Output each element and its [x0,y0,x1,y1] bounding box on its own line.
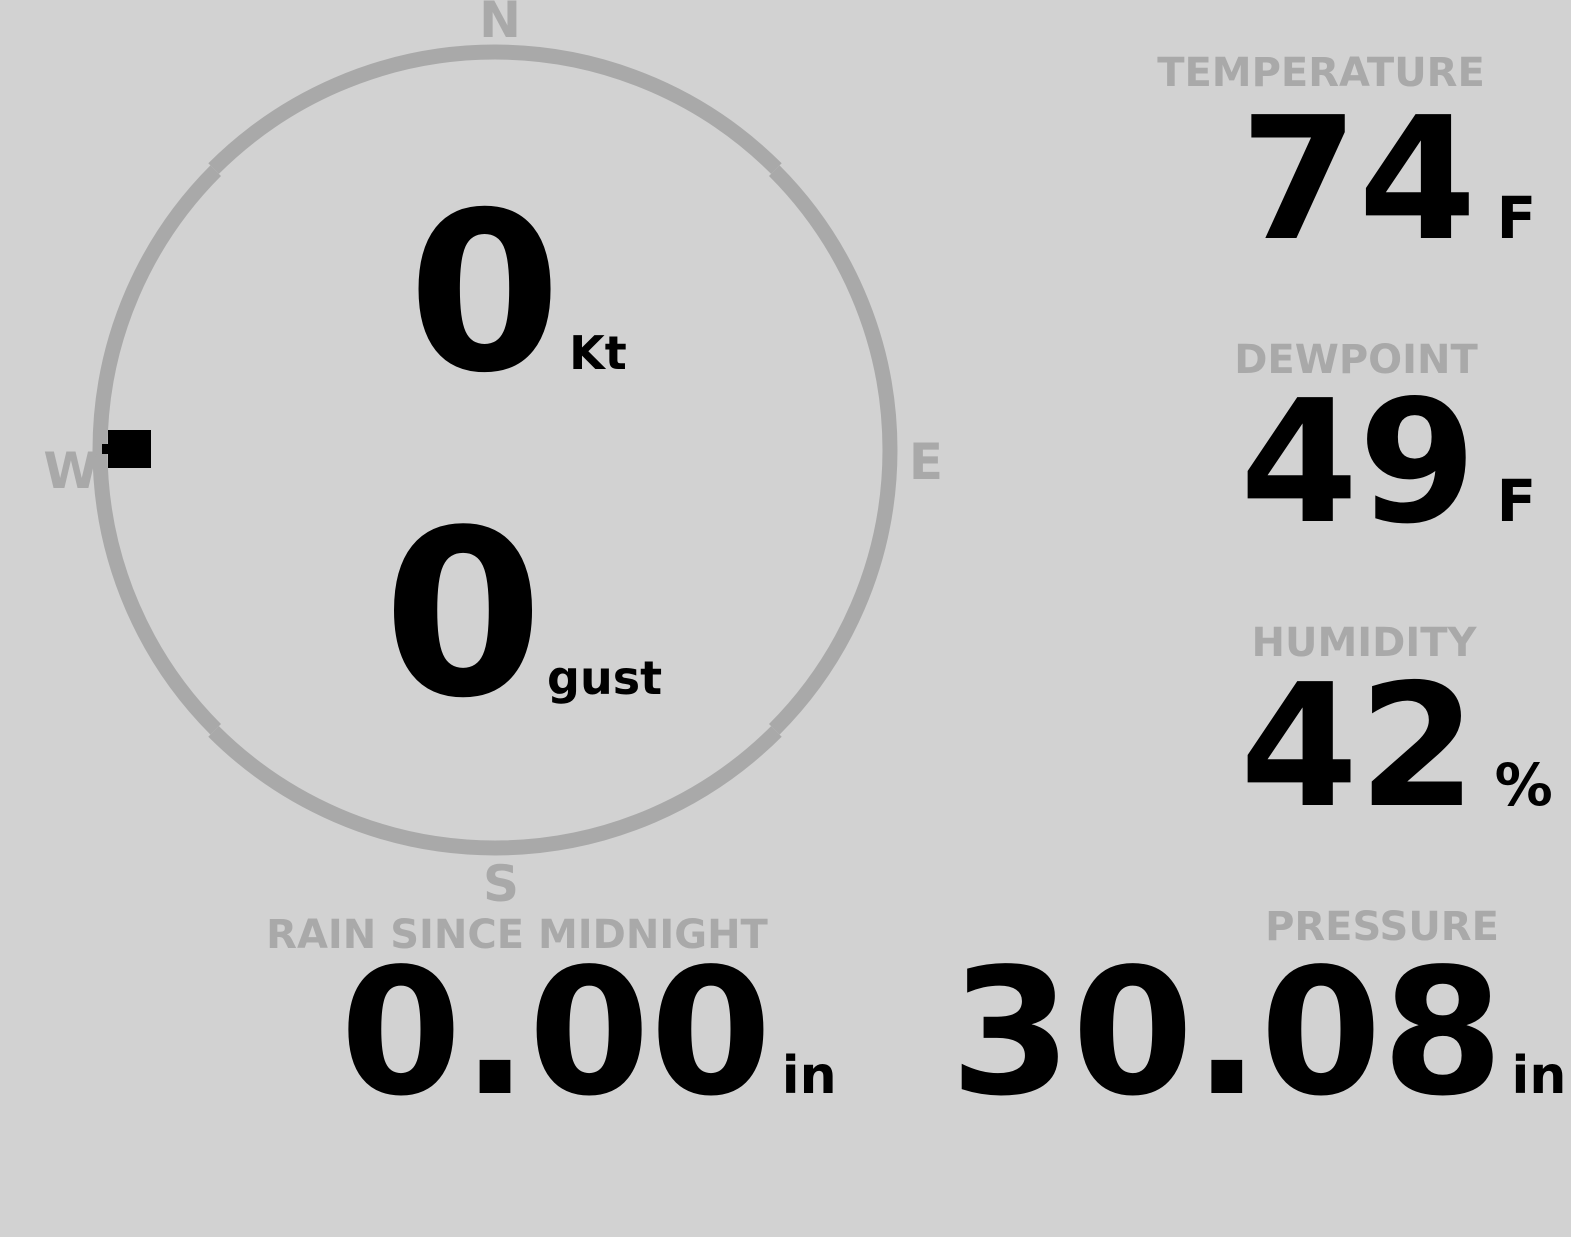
dewpoint-reading: 49 F [1240,378,1536,548]
dewpoint-label: DEWPOINT [1234,337,1478,383]
dewpoint-value: 49 [1240,364,1477,562]
humidity-value: 42 [1240,648,1477,846]
compass-label-west: W [43,442,99,500]
wind-direction-marker-icon [102,430,151,468]
temperature-label: TEMPERATURE [1157,50,1485,96]
pressure-label: PRESSURE [1265,904,1499,950]
temperature-reading: 74 F [1240,95,1536,265]
humidity-unit: % [1494,751,1553,819]
wind-speed-unit: Kt [569,326,627,380]
dewpoint-unit: F [1496,467,1537,535]
compass-label-east: E [908,433,944,491]
rain-label: RAIN SINCE MIDNIGHT [266,912,768,958]
compass-ring-icon [92,44,898,856]
wind-gust-value: 0 [383,482,544,749]
temperature-value: 74 [1240,81,1477,279]
compass-label-south: S [482,855,520,913]
temperature-unit: F [1496,184,1537,252]
humidity-label: HUMIDITY [1251,620,1477,666]
humidity-reading: 42 % [1240,662,1553,832]
pressure-value: 30.08 [950,932,1504,1135]
wind-speed-value: 0 [408,165,562,421]
wind-gust-unit: gust [547,651,663,705]
pressure-reading: 30.08 in [950,946,1566,1121]
wind-speed: 0 Kt [408,183,627,403]
compass-label-north: N [479,0,521,49]
rain-value: 0.00 [340,932,772,1135]
rain-reading: 0.00 in [340,946,837,1121]
rain-unit: in [781,1046,837,1106]
wind-gust: 0 gust [383,501,662,731]
pressure-unit: in [1511,1046,1567,1106]
